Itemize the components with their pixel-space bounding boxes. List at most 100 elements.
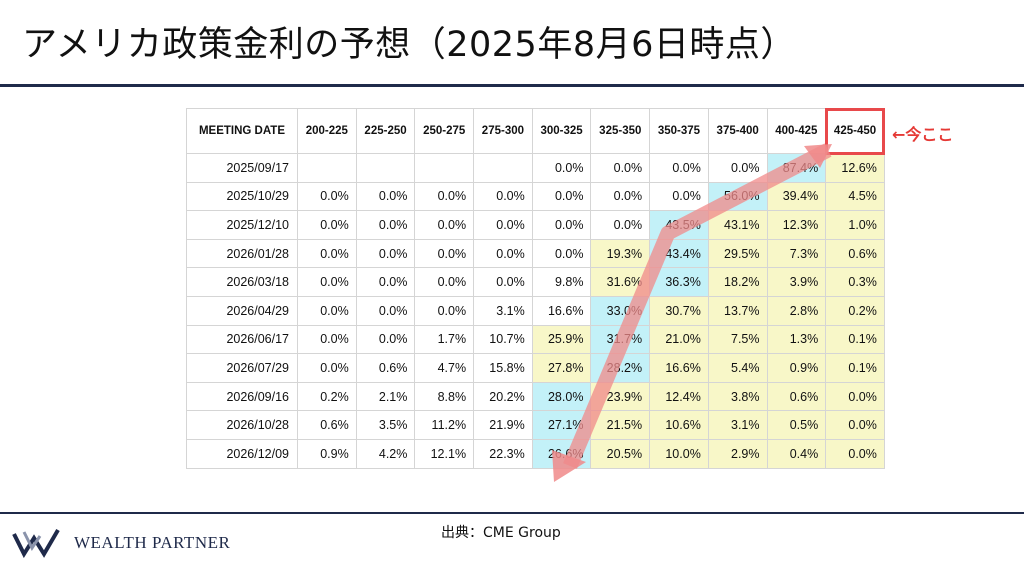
- probability-cell: 0.0%: [355, 324, 416, 355]
- probability-cell: 27.8%: [531, 353, 592, 383]
- probability-cell: 0.0%: [414, 181, 475, 212]
- probability-cell: 30.7%: [649, 295, 709, 326]
- probability-cell: 0.6%: [355, 353, 416, 383]
- probability-cell: 0.0%: [649, 181, 709, 212]
- probability-cell: 0.0%: [355, 267, 416, 297]
- probability-cell: 10.7%: [473, 324, 533, 355]
- probability-cell: 0.0%: [414, 295, 475, 326]
- probability-cell: 0.0%: [649, 153, 709, 183]
- logo-w-icon: [12, 528, 60, 558]
- header-col-200-225: 200-225: [297, 108, 357, 154]
- probability-cell: 19.3%: [590, 238, 651, 269]
- probability-cell: 20.2%: [473, 381, 533, 412]
- probability-cell: 0.0%: [355, 181, 416, 212]
- probability-cell: 0.0%: [590, 153, 651, 183]
- probability-cell: 20.5%: [590, 438, 651, 469]
- probability-cell: 0.4%: [766, 438, 827, 469]
- probability-cell: 33.0%: [590, 295, 651, 326]
- header-col-425-450: 425-450: [824, 107, 886, 155]
- probability-cell: 26.6%: [531, 438, 592, 469]
- probability-cell: 0.0%: [355, 295, 416, 326]
- probability-cell: 0.0%: [590, 210, 651, 240]
- probability-cell: 43.5%: [649, 210, 709, 240]
- header-col-300-325: 300-325: [531, 108, 592, 154]
- meeting-date-cell: 2026/10/28: [186, 410, 298, 440]
- probability-cell: 8.8%: [414, 381, 475, 412]
- probability-cell: 0.0%: [414, 210, 475, 240]
- probability-cell: 28.0%: [531, 381, 592, 412]
- meeting-date-cell: 2025/10/29: [186, 181, 298, 212]
- probability-cell: 0.0%: [297, 353, 357, 383]
- probability-cell: 16.6%: [649, 353, 709, 383]
- meeting-date-cell: 2026/06/17: [186, 324, 298, 355]
- probability-cell: 0.0%: [825, 381, 885, 412]
- probability-cell: 7.5%: [707, 324, 768, 355]
- probability-cell: 9.8%: [531, 267, 592, 297]
- probability-cell: 0.0%: [707, 153, 768, 183]
- table-body: 2025/09/17 0.0% 0.0% 0.0% 0.0% 87.4% 12.6% 2025…: [186, 153, 885, 469]
- probability-cell: 0.0%: [473, 210, 533, 240]
- probability-cell: 0.0%: [473, 267, 533, 297]
- probability-cell: [473, 153, 533, 183]
- table-row: 2026/03/18 0.0% 0.0% 0.0% 0.0% 9.8% 31.6% 36.3%…: [186, 267, 885, 297]
- probability-cell: 15.8%: [473, 353, 533, 383]
- probability-cell: 0.0%: [297, 181, 357, 212]
- probability-cell: 0.0%: [297, 210, 357, 240]
- probability-cell: 12.4%: [649, 381, 709, 412]
- probability-cell: 0.0%: [355, 238, 416, 269]
- probability-cell: 12.1%: [414, 438, 475, 469]
- table-row: 2026/10/28 0.6% 3.5% 11.2% 21.9% 27.1% 21.5% 10…: [186, 410, 885, 440]
- probability-cell: 0.0%: [297, 267, 357, 297]
- probability-table-wrap: MEETING DATE 200-225 225-250 250-275 275-30…: [186, 107, 886, 469]
- meeting-date-cell: 2026/07/29: [186, 353, 298, 383]
- probability-cell: 1.7%: [414, 324, 475, 355]
- probability-cell: 2.1%: [355, 381, 416, 412]
- probability-cell: 2.8%: [766, 295, 827, 326]
- probability-cell: 0.0%: [297, 295, 357, 326]
- title-divider: [0, 84, 1024, 87]
- probability-cell: 0.9%: [766, 353, 827, 383]
- probability-cell: 16.6%: [531, 295, 592, 326]
- probability-cell: 10.0%: [649, 438, 709, 469]
- footer-divider: [0, 512, 1024, 514]
- probability-cell: 0.2%: [297, 381, 357, 412]
- probability-cell: 21.0%: [649, 324, 709, 355]
- header-col-225-250: 225-250: [355, 108, 416, 154]
- probability-cell: 0.1%: [825, 324, 885, 355]
- probability-cell: 0.3%: [825, 267, 885, 297]
- probability-cell: 13.7%: [707, 295, 768, 326]
- probability-cell: 39.4%: [766, 181, 827, 212]
- probability-cell: 3.8%: [707, 381, 768, 412]
- meeting-date-cell: 2025/09/17: [186, 153, 298, 183]
- probability-cell: 0.0%: [414, 267, 475, 297]
- company-logo: WEALTH PARTNER: [12, 528, 230, 558]
- probability-cell: 0.1%: [825, 353, 885, 383]
- probability-cell: 0.5%: [766, 410, 827, 440]
- probability-cell: 43.1%: [707, 210, 768, 240]
- table-row: 2026/04/29 0.0% 0.0% 0.0% 3.1% 16.6% 33.0% 30.7…: [186, 295, 885, 326]
- page-title: アメリカ政策金利の予想（2025年8月6日時点）: [22, 25, 796, 65]
- table-row: 2025/09/17 0.0% 0.0% 0.0% 0.0% 87.4% 12.6%: [186, 153, 885, 183]
- logo-text: WEALTH PARTNER: [74, 533, 231, 552]
- table-row: 2026/12/09 0.9% 4.2% 12.1% 22.3% 26.6% 20.5% 10…: [186, 438, 885, 469]
- probability-cell: 27.1%: [531, 410, 592, 440]
- probability-cell: [414, 153, 475, 183]
- probability-cell: 4.5%: [825, 181, 885, 212]
- header-col-375-400: 375-400: [707, 108, 768, 154]
- table-row: 2025/10/29 0.0% 0.0% 0.0% 0.0% 0.0% 0.0% 0.0% 56…: [186, 181, 885, 212]
- probability-cell: 22.3%: [473, 438, 533, 469]
- meeting-date-cell: 2026/09/16: [186, 381, 298, 412]
- probability-cell: 10.6%: [649, 410, 709, 440]
- probability-cell: 0.0%: [414, 238, 475, 269]
- meeting-date-cell: 2026/04/29: [186, 295, 298, 326]
- probability-cell: 0.6%: [297, 410, 357, 440]
- probability-cell: 0.0%: [825, 410, 885, 440]
- probability-cell: 3.1%: [707, 410, 768, 440]
- probability-cell: 56.0%: [707, 181, 768, 212]
- probability-cell: 87.4%: [766, 153, 827, 183]
- header-col-400-425: 400-425: [766, 108, 827, 154]
- probability-cell: 31.7%: [590, 324, 651, 355]
- table-row: 2026/07/29 0.0% 0.6% 4.7% 15.8% 27.8% 28.2% 16.…: [186, 353, 885, 383]
- meeting-date-cell: 2026/03/18: [186, 267, 298, 297]
- table-row: 2026/01/28 0.0% 0.0% 0.0% 0.0% 0.0% 19.3% 43.4%…: [186, 238, 885, 269]
